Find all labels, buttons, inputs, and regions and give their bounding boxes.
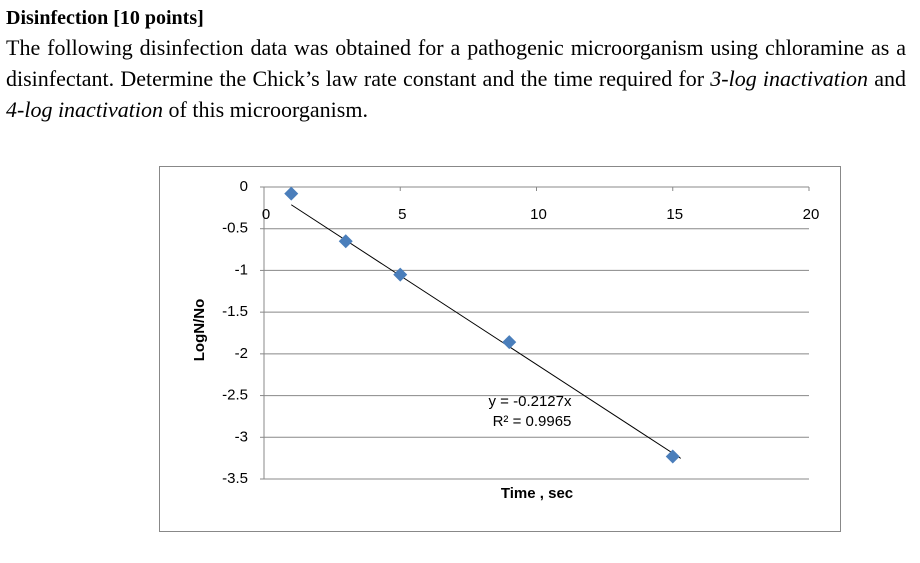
- x-axis-label: Time , sec: [501, 485, 573, 502]
- y-tick-label: -1.5: [222, 303, 248, 320]
- text: and: [868, 66, 907, 91]
- y-tick-label: -2: [235, 345, 248, 362]
- x-tick-label: 5: [398, 206, 406, 223]
- text-italic: 4-log inactivation: [6, 97, 164, 122]
- text: The following disinfection data was obta…: [6, 35, 906, 91]
- y-axis-label: LogN/No: [191, 299, 208, 361]
- data-point: [284, 186, 299, 201]
- text-italic: 3-log inactivation: [710, 66, 869, 91]
- y-tick-label: -2.5: [222, 387, 248, 404]
- data-point: [338, 234, 353, 249]
- y-tick-label: 0: [240, 178, 248, 195]
- data-point: [502, 335, 517, 350]
- trendline-equation: y = -0.2127x: [489, 393, 572, 410]
- data-point: [665, 449, 680, 464]
- trendline: [290, 204, 682, 459]
- chart-frame: [159, 166, 841, 532]
- x-tick-label: 20: [803, 206, 820, 223]
- title: Disinfection [10 points]: [6, 7, 204, 29]
- y-tick-label: -3: [235, 428, 248, 445]
- paragraph: The following disinfection data was obta…: [6, 32, 906, 125]
- data-point: [393, 267, 408, 282]
- x-tick-label: 10: [530, 206, 547, 223]
- x-tick-label: 15: [666, 206, 683, 223]
- text: of this microorganism.: [163, 97, 368, 122]
- y-tick-label: -3.5: [222, 470, 248, 487]
- document: Disinfection [10 points] The following d…: [6, 4, 906, 125]
- x-tick-label: 0: [262, 206, 270, 223]
- y-tick-label: -1: [235, 261, 248, 278]
- trendline-r2: R² = 0.9965: [493, 413, 572, 430]
- y-tick-label: -0.5: [222, 220, 248, 237]
